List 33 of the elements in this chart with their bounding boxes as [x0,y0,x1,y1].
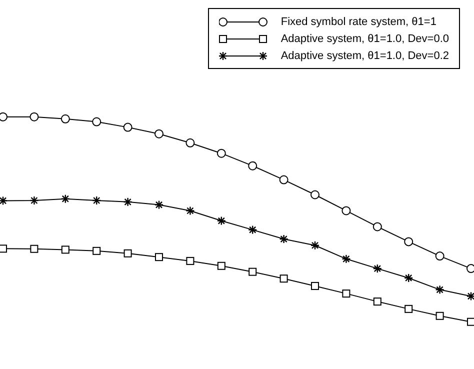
point [154,129,164,138]
point [217,262,226,270]
legend-label: Adaptive system, θ1=1.0, Dev=0.0 [280,32,449,44]
point [279,175,288,184]
point [436,312,444,320]
legend-label: Adaptive system, θ1=1.0, Dev=0.2 [280,50,449,62]
point [248,161,258,170]
point [186,256,194,265]
point [342,290,350,298]
point [92,117,102,126]
point [92,246,101,255]
point [280,274,288,283]
point [123,122,132,132]
point [311,282,319,290]
point [124,249,132,258]
point [30,112,39,122]
point [373,298,382,306]
point [61,246,70,254]
point [372,222,382,232]
point [342,206,351,216]
point [216,148,226,158]
point [404,304,413,313]
legend-label: Fixed symbol rate system, θ1=1 [280,16,436,28]
point [186,138,195,148]
point [155,253,163,262]
point [435,252,444,261]
point [467,318,474,326]
point [60,114,70,124]
point [0,244,7,253]
point [310,190,320,200]
point [30,244,38,253]
point [248,268,257,276]
point [404,237,414,246]
